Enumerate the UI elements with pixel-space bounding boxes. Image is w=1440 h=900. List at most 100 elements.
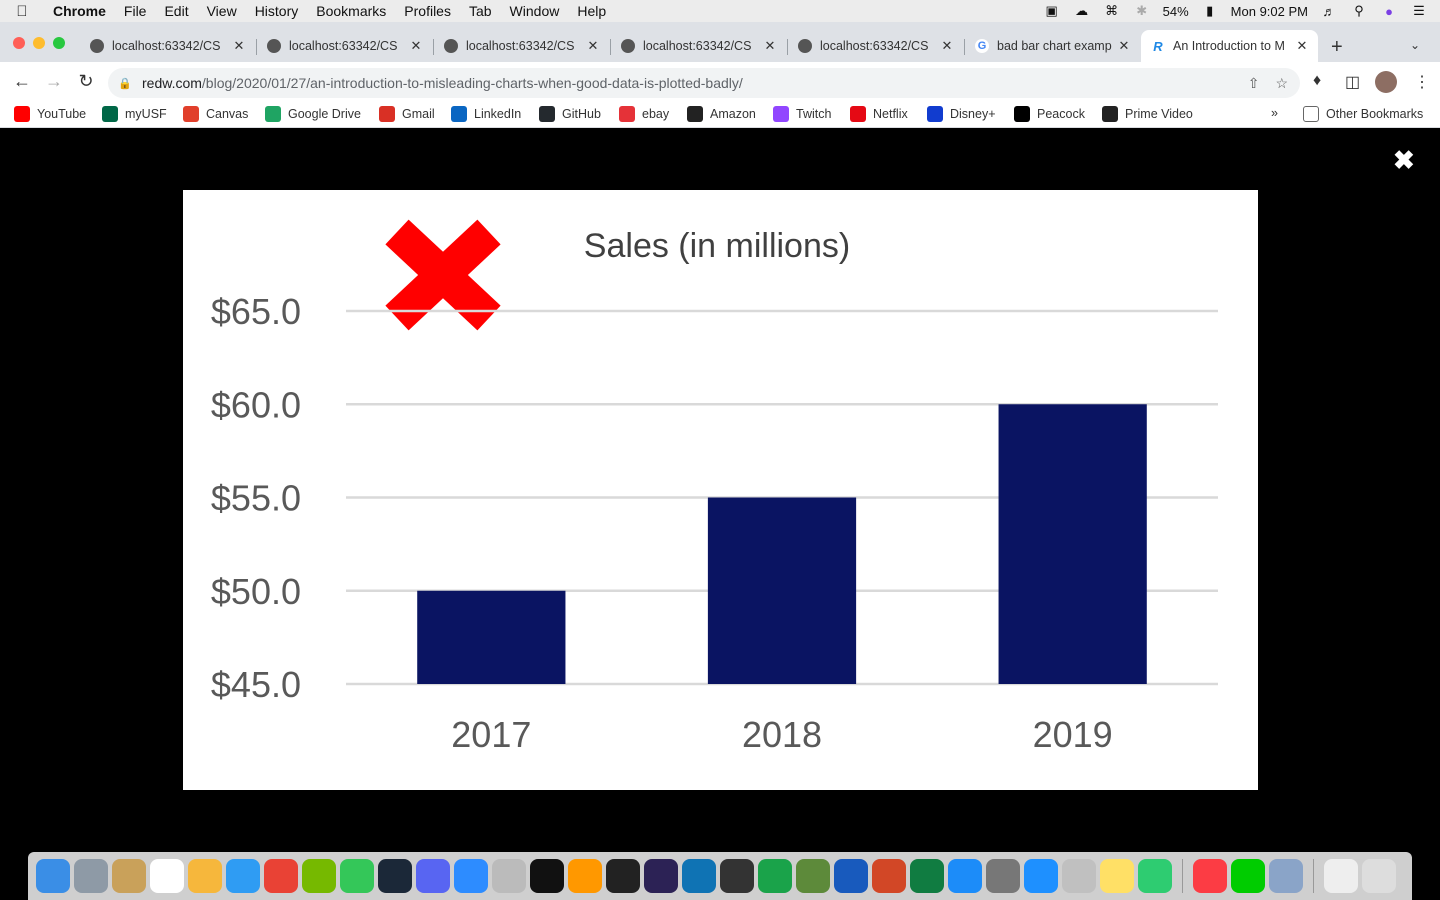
menu-bookmarks[interactable]: Bookmarks xyxy=(307,3,395,19)
contacts-icon[interactable] xyxy=(112,859,146,893)
control-center-icon[interactable]: ☰ xyxy=(1410,3,1428,19)
terminal-icon[interactable] xyxy=(606,859,640,893)
new-tab-plus-icon[interactable]: + xyxy=(1331,36,1343,59)
bookmark-linkedin[interactable]: LinkedIn xyxy=(451,106,521,122)
eclipse-icon[interactable] xyxy=(644,859,678,893)
bookmark-netflix[interactable]: Netflix xyxy=(850,106,908,122)
zoom-icon[interactable] xyxy=(454,859,488,893)
webstorm-icon[interactable] xyxy=(682,859,716,893)
menu-view[interactable]: View xyxy=(198,3,246,19)
messages-icon[interactable] xyxy=(226,859,260,893)
steam-icon[interactable] xyxy=(378,859,412,893)
bookmark-myusf[interactable]: myUSF xyxy=(102,106,167,122)
window-close-button[interactable] xyxy=(13,37,25,49)
tab-close-icon[interactable]: ✕ xyxy=(939,38,955,54)
browser-tab[interactable]: localhost:63342/CS ✕ xyxy=(788,30,963,62)
battery-icon[interactable]: ▮ xyxy=(1201,3,1219,19)
lightbox-close-icon[interactable]: ✖ xyxy=(1393,145,1415,176)
menubar-clock[interactable]: Mon 9:02 PM xyxy=(1231,4,1308,19)
tab-close-icon[interactable]: ✕ xyxy=(762,38,778,54)
tab-close-icon[interactable]: ✕ xyxy=(1294,38,1310,54)
roblox-icon[interactable] xyxy=(1062,859,1096,893)
blue-app-icon[interactable] xyxy=(1024,859,1058,893)
window-minimize-button[interactable] xyxy=(33,37,45,49)
browser-tab[interactable]: localhost:63342/CS ✕ xyxy=(257,30,432,62)
menu-history[interactable]: History xyxy=(246,3,308,19)
bookmark-amazon[interactable]: Amazon xyxy=(687,106,756,122)
menu-edit[interactable]: Edit xyxy=(155,3,197,19)
script-app-icon[interactable] xyxy=(720,859,754,893)
finder-icon[interactable] xyxy=(36,859,70,893)
minecraft-icon[interactable] xyxy=(796,859,830,893)
browser-tab-active[interactable]: R An Introduction to M ✕ xyxy=(1141,30,1318,62)
music-icon[interactable] xyxy=(1193,859,1227,893)
chrome-icon[interactable] xyxy=(264,859,298,893)
menu-app-name[interactable]: Chrome xyxy=(44,3,115,19)
browser-tab[interactable]: localhost:63342/CS ✕ xyxy=(80,30,255,62)
kindle-icon[interactable] xyxy=(530,859,564,893)
siri-icon[interactable]: ● xyxy=(1380,4,1398,19)
browser-tab[interactable]: G bad bar chart examp ✕ xyxy=(965,30,1140,62)
bookmark-peacock[interactable]: Peacock xyxy=(1014,106,1085,122)
back-arrow-icon[interactable]: ← xyxy=(10,71,34,92)
bookmark-prime-video[interactable]: Prime Video xyxy=(1102,106,1193,122)
status-cloud-icon[interactable]: ☁ xyxy=(1073,3,1091,19)
share-icon[interactable]: ⇧ xyxy=(1248,75,1260,92)
apple-menu-icon[interactable]:  xyxy=(0,3,44,20)
bluetooth-icon[interactable]: ✱ xyxy=(1133,3,1151,19)
photos-icon[interactable] xyxy=(188,859,222,893)
notes-icon[interactable] xyxy=(1100,859,1134,893)
facetime-icon[interactable] xyxy=(340,859,374,893)
menu-help[interactable]: Help xyxy=(568,3,615,19)
profile-avatar[interactable] xyxy=(1375,71,1397,93)
status-app-icon[interactable]: ▣ xyxy=(1043,3,1061,19)
bookmark-ebay[interactable]: ebay xyxy=(619,106,669,122)
reload-icon[interactable]: ↻ xyxy=(74,71,98,92)
window-zoom-button[interactable] xyxy=(53,37,65,49)
menu-profiles[interactable]: Profiles xyxy=(395,3,460,19)
preview-icon[interactable] xyxy=(1269,859,1303,893)
launchpad-icon[interactable] xyxy=(74,859,108,893)
tab-close-icon[interactable]: ✕ xyxy=(585,38,601,54)
nvidia-icon[interactable] xyxy=(302,859,336,893)
tab-close-icon[interactable]: ✕ xyxy=(408,38,424,54)
sublime-text-icon[interactable] xyxy=(568,859,602,893)
tab-close-icon[interactable]: ✕ xyxy=(1116,38,1132,54)
forward-arrow-icon[interactable]: → xyxy=(42,71,66,92)
calendar-icon[interactable] xyxy=(150,859,184,893)
system-preferences-icon[interactable] xyxy=(986,859,1020,893)
volume-icon[interactable]: ♬ xyxy=(1320,4,1338,19)
bookmark-twitch[interactable]: Twitch xyxy=(773,106,831,122)
documents-stack-icon[interactable] xyxy=(1324,859,1358,893)
discord-icon[interactable] xyxy=(416,859,450,893)
side-panel-icon[interactable]: ◫ xyxy=(1345,72,1360,92)
lock-icon[interactable]: 🔒 xyxy=(108,77,142,90)
bookmark-github[interactable]: GitHub xyxy=(539,106,601,122)
excel-icon[interactable] xyxy=(910,859,944,893)
app-store-icon[interactable] xyxy=(948,859,982,893)
bookmark-google-drive[interactable]: Google Drive xyxy=(265,106,361,122)
bookmark-canvas[interactable]: Canvas xyxy=(183,106,248,122)
extensions-puzzle-icon[interactable]: ♦ xyxy=(1313,72,1321,90)
bookmark-star-icon[interactable]: ☆ xyxy=(1275,75,1288,92)
trash-icon[interactable] xyxy=(1362,859,1396,893)
menu-file[interactable]: File xyxy=(115,3,156,19)
other-bookmarks-folder[interactable]: Other Bookmarks xyxy=(1303,106,1423,122)
more-menu-icon[interactable]: ⋮ xyxy=(1414,72,1430,92)
address-bar[interactable]: 🔒 redw.com /blog/2020/01/27/an-introduct… xyxy=(108,68,1300,98)
bookmark-youtube[interactable]: YouTube xyxy=(14,106,86,122)
calculator-icon[interactable] xyxy=(492,859,526,893)
activity-ring-icon[interactable] xyxy=(758,859,792,893)
tab-search-chevron-icon[interactable]: ⌄ xyxy=(1410,38,1420,52)
menu-tab[interactable]: Tab xyxy=(460,3,501,19)
bookmarks-overflow-chevron[interactable]: » xyxy=(1271,106,1278,120)
tab-close-icon[interactable]: ✕ xyxy=(231,38,247,54)
bookmark-disney-plus[interactable]: Disney+ xyxy=(927,106,996,122)
green-app-icon[interactable] xyxy=(1138,859,1172,893)
browser-tab[interactable]: localhost:63342/CS ✕ xyxy=(611,30,786,62)
word-icon[interactable] xyxy=(834,859,868,893)
spotlight-search-icon[interactable]: ⚲ xyxy=(1350,3,1368,19)
wifi-icon[interactable]: ⌘ xyxy=(1103,3,1121,19)
cloud-app-icon[interactable] xyxy=(1231,859,1265,893)
powerpoint-icon[interactable] xyxy=(872,859,906,893)
